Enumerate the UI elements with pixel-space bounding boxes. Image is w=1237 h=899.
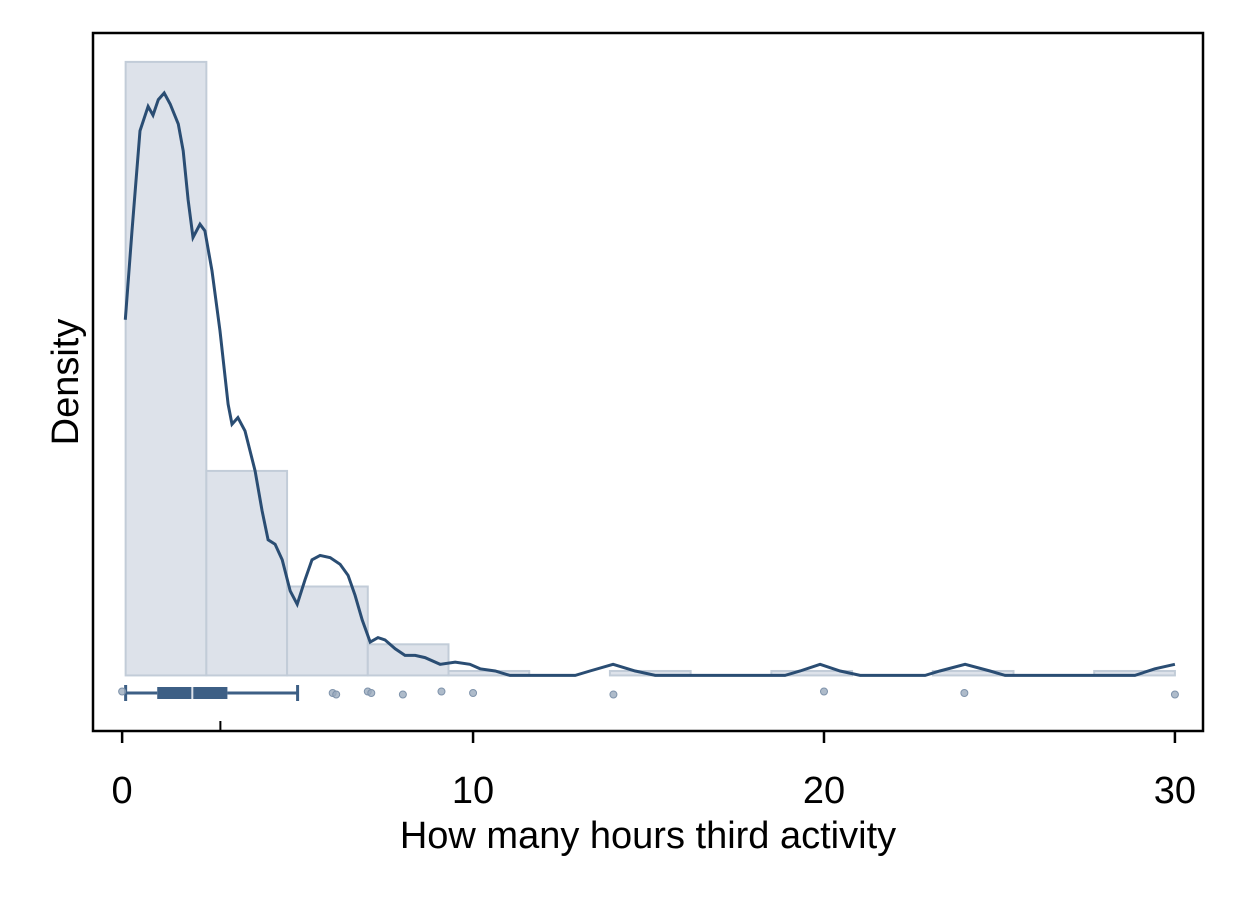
strip-point	[960, 689, 969, 697]
box-upper	[192, 687, 228, 699]
plot-area	[118, 60, 1179, 731]
y-axis-label: Density	[45, 319, 87, 446]
x-axis-label: How many hours third activity	[400, 815, 896, 857]
histogram-bar	[124, 60, 208, 677]
strip-point	[437, 687, 446, 696]
strip-point	[367, 689, 376, 697]
x-tick-label: 0	[112, 770, 133, 812]
box-lower	[157, 687, 193, 699]
strip-point	[398, 690, 407, 699]
histogram-bar	[366, 643, 450, 677]
x-tick-label: 20	[803, 770, 845, 812]
x-tick-label: 10	[452, 770, 494, 812]
strip-point	[1170, 690, 1179, 699]
histogram-bar	[286, 585, 369, 677]
strip-point	[332, 690, 341, 699]
x-tick-label: 30	[1154, 770, 1196, 812]
histogram-bar	[205, 469, 289, 677]
strip-point	[469, 689, 478, 697]
strip-point	[118, 687, 127, 696]
density-curve	[123, 90, 1176, 677]
strip-point	[819, 687, 828, 696]
strip-point	[609, 690, 618, 699]
plot-frame	[91, 31, 1205, 733]
